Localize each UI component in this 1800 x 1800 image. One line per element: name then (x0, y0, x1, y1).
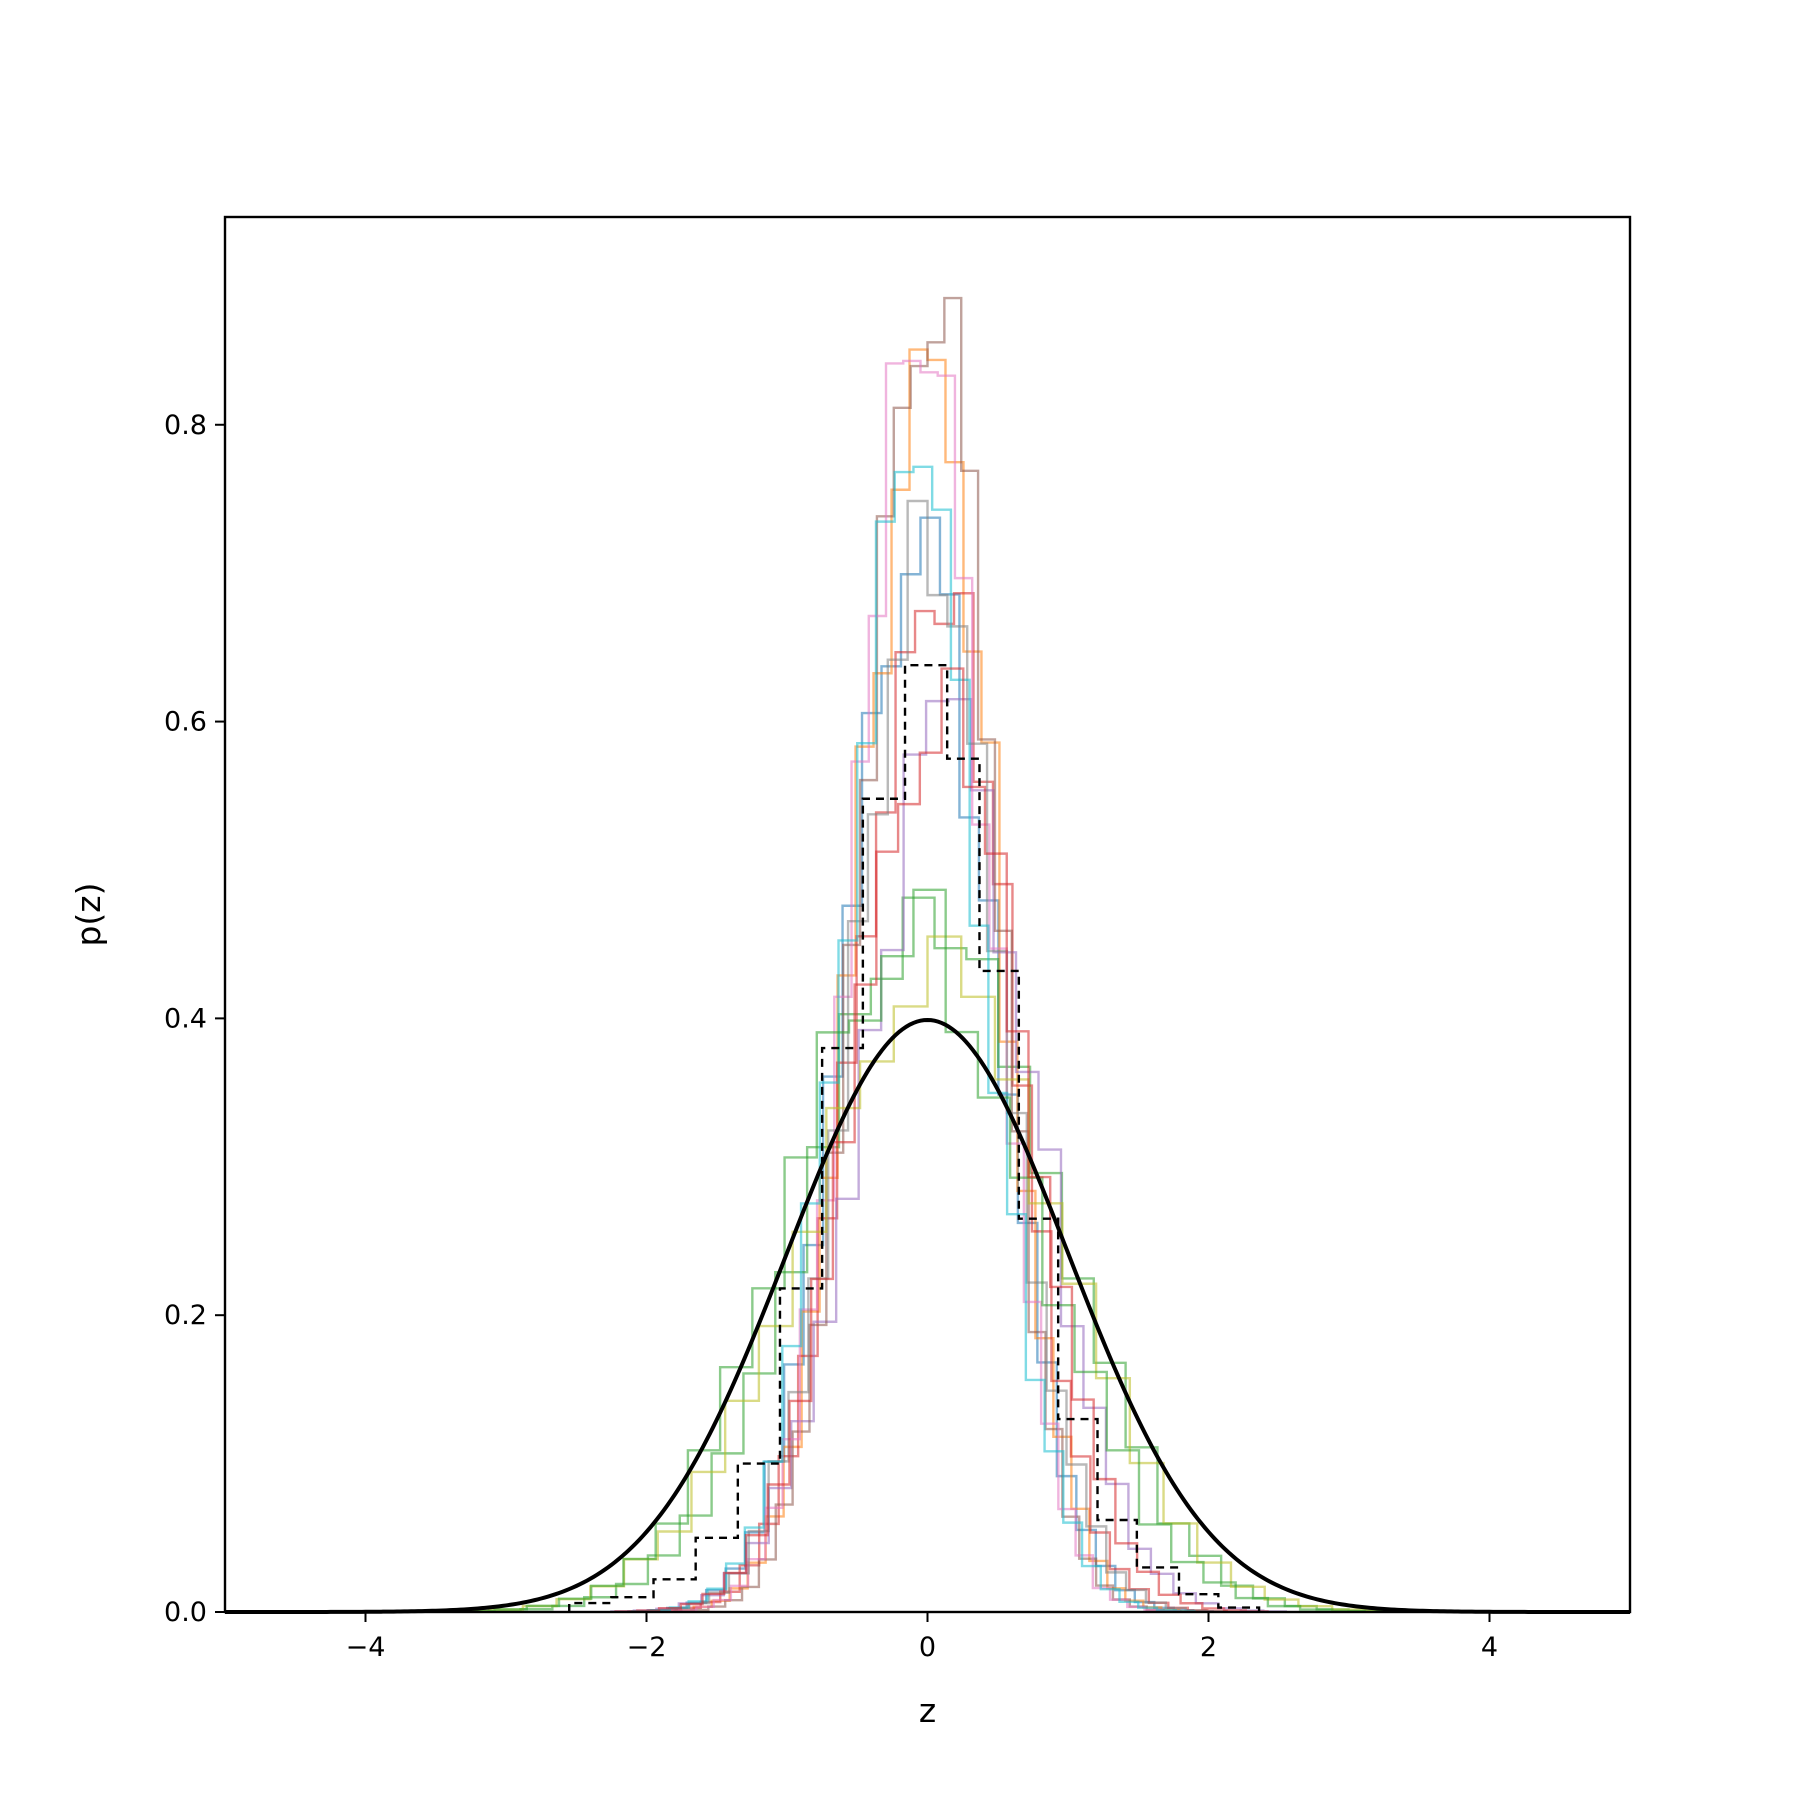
x-tick-label: 0 (919, 1632, 936, 1663)
histogram-series-group (420, 296, 1435, 1613)
histogram-series-10 (428, 888, 1398, 1613)
y-tick-label: 0.2 (164, 1300, 207, 1331)
y-axis-label: p(z) (69, 882, 108, 946)
normal-pdf-curve (225, 1017, 1630, 1614)
x-axis: −4 −2 0 2 4 (346, 1612, 1498, 1663)
y-tick-label: 0.4 (164, 1003, 207, 1034)
histogram-series-3 (641, 592, 1228, 1613)
histogram-series-5 (673, 296, 1182, 1613)
y-tick-label: 0.6 (164, 707, 207, 738)
histogram-series-9 (631, 465, 1196, 1613)
histogram-series-6 (660, 359, 1181, 1613)
y-axis: 0.0 0.2 0.4 0.6 0.8 (164, 410, 225, 1628)
histogram-series-2 (455, 896, 1414, 1613)
plot-frame (223, 215, 1632, 1614)
pooled-histogram (568, 663, 1261, 1612)
x-tick-label: −2 (627, 1632, 667, 1663)
x-axis-label: z (919, 1691, 936, 1730)
x-tick-label: 2 (1200, 1632, 1217, 1663)
y-tick-label: 0.8 (164, 410, 207, 441)
histogram-series-11 (614, 667, 1269, 1613)
x-tick-label: −4 (346, 1632, 386, 1663)
histogram-series-8 (420, 935, 1435, 1613)
y-tick-label: 0.0 (164, 1597, 207, 1628)
histogram-series-7 (628, 499, 1227, 1613)
x-tick-label: 4 (1481, 1632, 1498, 1663)
